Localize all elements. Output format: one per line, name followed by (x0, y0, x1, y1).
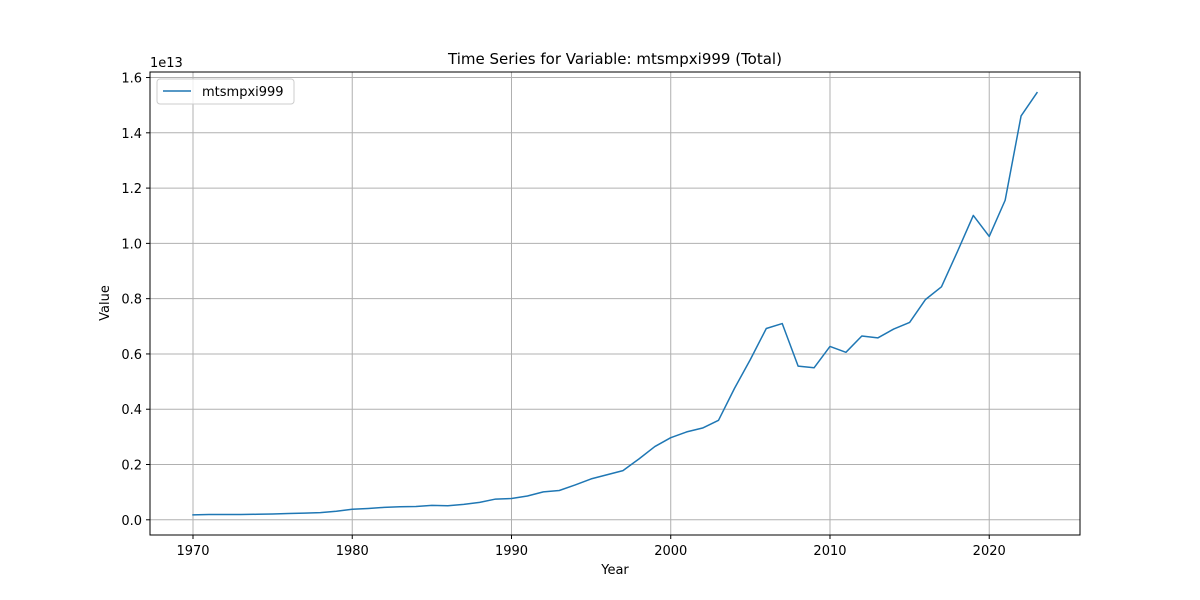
legend: mtsmpxi999 (156, 78, 295, 105)
y-tick-label-8: 1.6 (121, 72, 142, 87)
y-tick-label-5: 1.0 (121, 237, 142, 252)
legend-box (156, 78, 295, 105)
y-tick-label-6: 1.2 (121, 182, 142, 197)
x-tick-label-1970: 1970 (176, 544, 209, 559)
chart-title: Time Series for Variable: mtsmpxi999 (To… (447, 50, 782, 68)
plot-frame (149, 71, 1081, 536)
y-tick-label-0: 0.0 (121, 514, 142, 529)
series-layer (192, 91, 1039, 516)
x-tick-label-2020: 2020 (973, 544, 1006, 559)
y-tick-label-1: 0.2 (121, 459, 142, 474)
legend-entry-mtsmpxi999: mtsmpxi999 (202, 85, 284, 100)
plot-area (150, 72, 1080, 535)
y-tick-label-2: 0.4 (121, 403, 142, 418)
y-offset-label: 1e13 (150, 56, 183, 71)
series-line-mtsmpxi999 (192, 91, 1039, 516)
y-tick-label-4: 0.8 (121, 293, 142, 308)
y-tick-label-7: 1.4 (121, 127, 142, 142)
x-axis-label: Year (600, 563, 629, 578)
axis-ticks: 1970 1980 1990 2000 2010 2020 0.0 0.2 0.4 0.6 0.8 1… (121, 72, 1005, 559)
x-tick-label-2010: 2010 (813, 544, 846, 559)
y-axis-label: Value (98, 285, 113, 321)
x-tick-label-1980: 1980 (336, 544, 369, 559)
grid (150, 72, 1080, 535)
x-tick-label-2000: 2000 (654, 544, 687, 559)
y-tick-label-3: 0.6 (121, 348, 142, 363)
x-tick-label-1990: 1990 (495, 544, 528, 559)
